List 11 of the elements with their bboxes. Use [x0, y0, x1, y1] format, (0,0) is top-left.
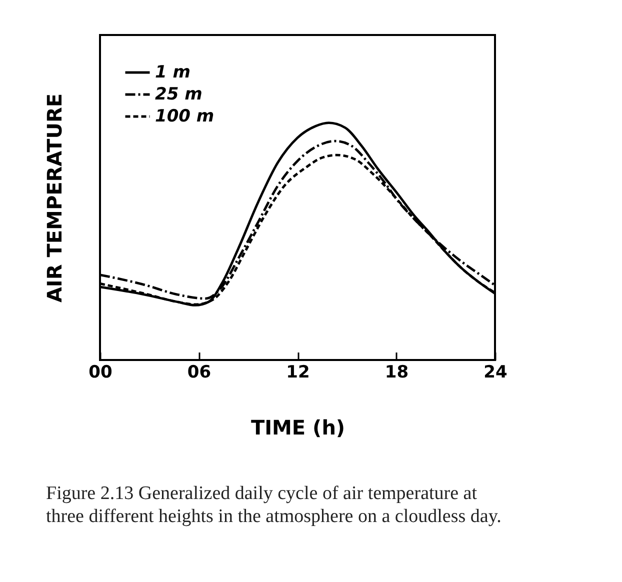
x-tick-label: 00 [88, 362, 112, 382]
x-tick-label: 24 [484, 362, 508, 382]
x-tick-label: 12 [286, 362, 310, 382]
x-tick-label: 18 [384, 362, 409, 382]
x-axis-title: TIME (h) [250, 416, 346, 440]
legend-label: 25 m [155, 84, 202, 104]
legend-label: 100 m [155, 106, 214, 126]
legend-label: 1 m [155, 62, 190, 82]
caption: Figure 2.13 Generalized daily cycle of air temperature at three different heights in the atmosphere on a cloudless day. [46, 482, 502, 528]
x-tick-label: 06 [187, 362, 212, 382]
y-axis-title: AIR TEMPERATURE [42, 93, 66, 303]
